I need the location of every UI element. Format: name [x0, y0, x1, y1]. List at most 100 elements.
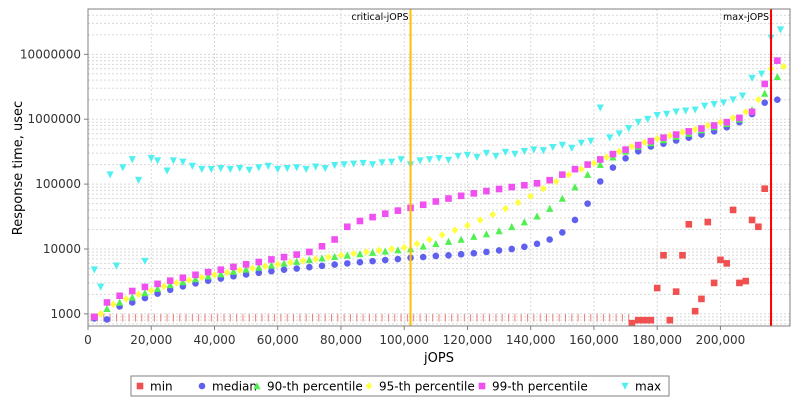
data-point	[691, 106, 699, 114]
data-point	[432, 252, 440, 260]
data-point	[236, 165, 244, 173]
data-point	[173, 279, 180, 287]
data-point	[350, 160, 358, 168]
data-point	[337, 251, 345, 260]
data-point	[587, 137, 595, 145]
legend-item: 99-th percentile	[478, 380, 588, 394]
data-point	[748, 108, 756, 116]
data-point	[571, 183, 579, 191]
series-min	[628, 185, 769, 326]
data-point	[438, 231, 446, 239]
data-point	[293, 251, 301, 258]
data-point	[154, 290, 161, 297]
data-point	[685, 221, 693, 228]
data-point	[679, 128, 686, 137]
data-point	[381, 256, 389, 264]
data-point	[425, 156, 434, 164]
data-point	[641, 138, 648, 147]
data-point	[647, 137, 655, 145]
data-point	[245, 166, 253, 174]
legend-label: max	[635, 380, 661, 394]
x-tick-label: 40,000	[193, 333, 235, 347]
data-point	[565, 170, 572, 179]
data-point	[97, 310, 104, 318]
legend-swatch	[365, 382, 373, 390]
data-point	[185, 276, 193, 285]
data-point	[761, 185, 769, 192]
data-point	[501, 148, 510, 157]
legend-item: max	[621, 380, 661, 394]
data-point	[454, 152, 462, 160]
data-point	[511, 150, 519, 158]
data-point	[445, 251, 452, 259]
data-point	[672, 288, 680, 295]
data-point	[397, 156, 405, 164]
data-point	[710, 100, 718, 109]
data-point	[584, 200, 591, 207]
data-point	[153, 157, 162, 165]
data-point	[261, 262, 269, 271]
data-point	[540, 184, 547, 193]
data-point	[704, 121, 712, 130]
y-tick-label: 1000000	[28, 112, 81, 126]
data-point	[549, 143, 557, 152]
data-point	[268, 256, 275, 263]
data-point	[204, 272, 212, 280]
data-point	[495, 247, 503, 254]
data-point	[615, 130, 623, 138]
data-point	[622, 146, 629, 153]
data-point	[122, 295, 130, 303]
data-point	[217, 165, 225, 173]
legend-item: median	[198, 380, 257, 394]
data-point	[527, 192, 535, 201]
data-point	[249, 264, 256, 273]
data-point	[710, 279, 718, 287]
data-point	[596, 178, 604, 185]
data-point	[483, 187, 490, 195]
data-point	[388, 245, 395, 253]
data-point	[723, 260, 731, 267]
data-point	[568, 144, 576, 152]
data-point	[179, 158, 187, 166]
data-point	[606, 134, 614, 142]
data-point	[255, 269, 263, 277]
data-point	[160, 282, 168, 291]
legend-label: min	[150, 380, 173, 394]
data-point	[558, 141, 566, 149]
x-axis-title: jOPS	[423, 351, 454, 366]
data-point	[217, 270, 225, 278]
data-point	[552, 177, 560, 186]
data-point	[188, 162, 196, 170]
data-point	[685, 128, 693, 135]
data-point	[91, 313, 98, 321]
data-point	[634, 141, 642, 149]
data-point	[356, 258, 364, 266]
data-point	[742, 108, 750, 116]
marker-label: max-jOPS	[723, 12, 769, 23]
data-point	[470, 232, 478, 240]
data-point	[723, 118, 731, 126]
data-point	[198, 273, 206, 282]
data-point	[362, 248, 370, 256]
legend-label: 95-th percentile	[379, 380, 475, 394]
data-point	[331, 261, 338, 268]
data-point	[103, 316, 111, 323]
data-point	[381, 247, 389, 255]
data-point	[559, 171, 566, 178]
data-point	[773, 73, 781, 81]
data-point	[533, 212, 541, 220]
data-point	[128, 299, 136, 306]
data-point	[729, 96, 737, 104]
data-point	[112, 262, 121, 270]
data-point	[306, 248, 313, 256]
data-point	[103, 304, 111, 313]
data-point	[463, 151, 472, 159]
data-point	[717, 118, 724, 126]
legend-swatch	[198, 382, 206, 390]
data-point	[302, 165, 310, 173]
data-point	[432, 198, 440, 205]
data-point	[644, 115, 652, 124]
x-tick-label: 160,000	[569, 333, 619, 347]
data-point	[489, 210, 497, 219]
data-point	[350, 249, 357, 258]
